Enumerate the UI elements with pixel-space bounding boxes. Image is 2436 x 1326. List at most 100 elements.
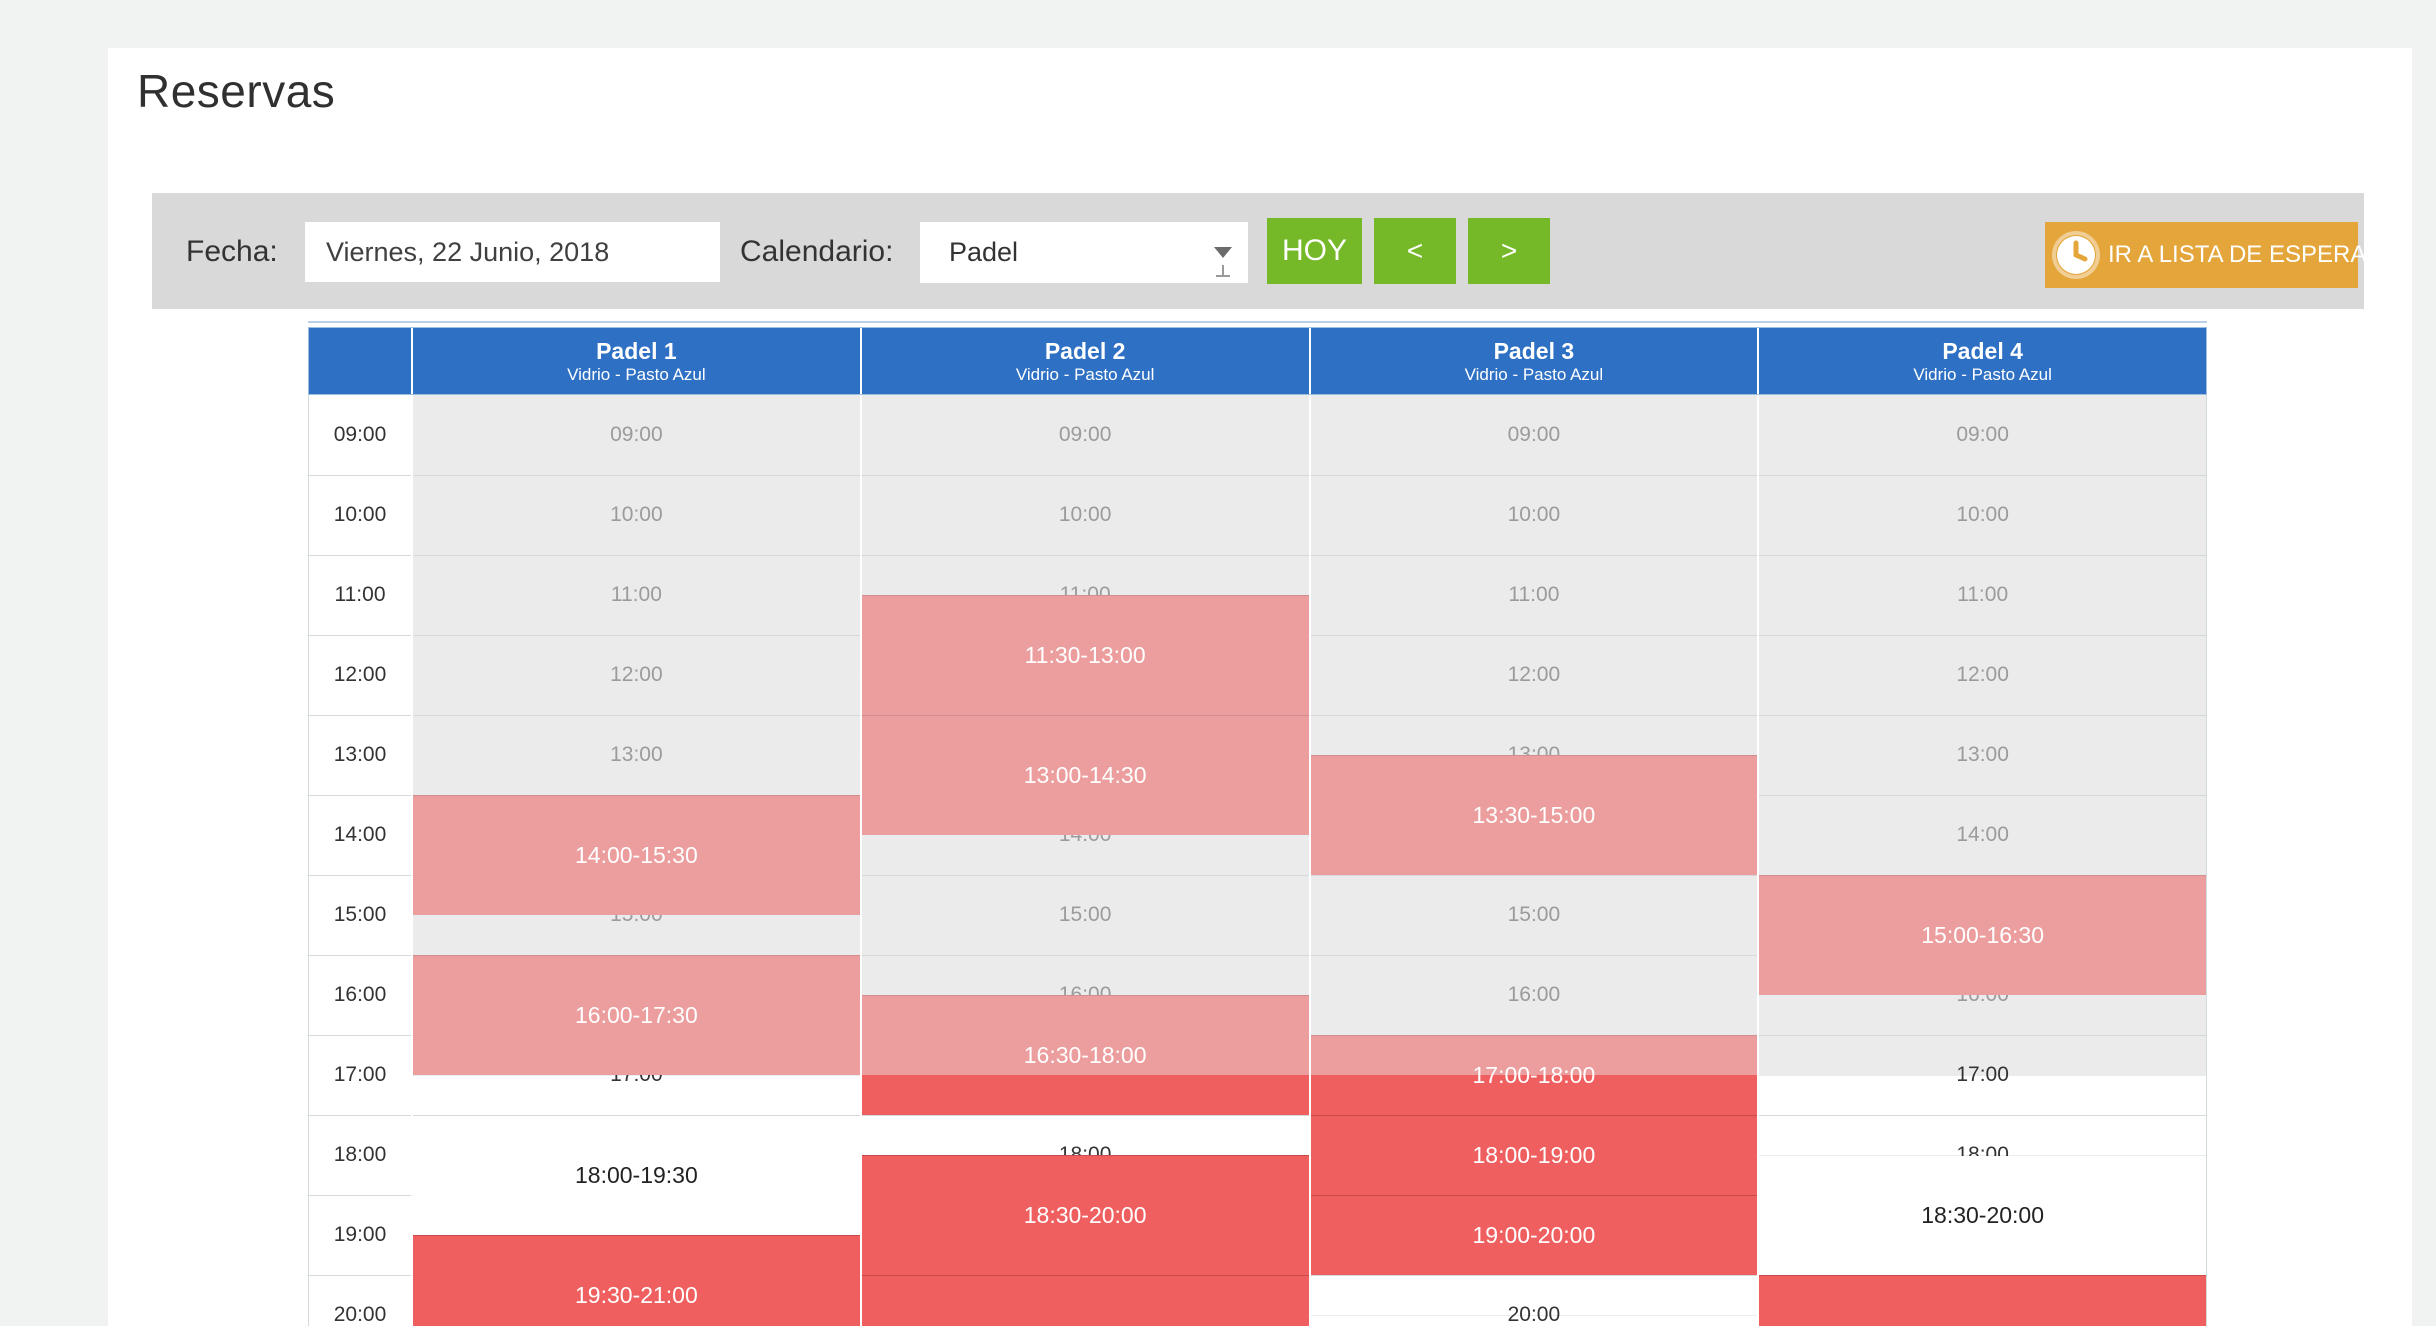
hour-gridline: [309, 955, 411, 956]
hour-gridline: [1310, 555, 1758, 556]
reservation-block[interactable]: 11:30-13:00: [861, 595, 1309, 715]
reservation-block[interactable]: 14:00-15:30: [413, 795, 860, 915]
hour-gridline: [1310, 715, 1758, 716]
slot-time-label: 09:00: [1058, 423, 1112, 446]
slot-time-label: 17:00: [1956, 1063, 2009, 1086]
hour-gridline: [413, 555, 860, 556]
reservation-label: 15:00-16:30: [1921, 922, 2045, 948]
prev-day-button[interactable]: <: [1374, 218, 1456, 284]
half-hour-gridline: [1759, 1075, 2206, 1076]
slot-time-label: 14:00: [1956, 823, 2009, 846]
reservation-block[interactable]: 16:30-18:00: [861, 995, 1309, 1115]
slot-time-label: 13:00: [610, 743, 663, 766]
schedule-grid: 09:00 10:00 11:00 12:00 13:00 14:00 15:00 16:00…: [308, 395, 2207, 1326]
fecha-label: Fecha:: [186, 235, 278, 268]
half-hour-gridline: [1310, 1315, 1758, 1316]
hour-gridline: [1759, 635, 2206, 636]
calendario-select[interactable]: Padel: [920, 222, 1248, 283]
slot-time-label: 19:00: [333, 1223, 387, 1246]
reservation-label: 18:30-20:00: [1023, 1202, 1147, 1228]
reservation-block[interactable]: 15:00-16:30: [1759, 875, 2206, 995]
reservation-block[interactable]: [861, 1275, 1309, 1326]
reservation-block[interactable]: 18:00-19:00: [1310, 1115, 1758, 1195]
slot-time-label: 10:00: [610, 503, 663, 526]
slot-time-label: 14:00: [333, 823, 387, 846]
reservation-label: 19:30-21:00: [574, 1282, 698, 1308]
slot-time-label: 10:00: [1058, 503, 1112, 526]
slot-time-label: 12:00: [610, 663, 663, 686]
reservation-label: 16:00-17:30: [574, 1002, 698, 1028]
reservation-red-segment: [1310, 1075, 1758, 1115]
reservation-block[interactable]: 18:00-19:30: [413, 1116, 860, 1235]
court-column-4[interactable]: 09:0010:0011:0012:0013:0014:0015:0016:00…: [1757, 395, 2206, 1326]
half-hour-gridline: [1310, 515, 1758, 516]
hour-gridline: [413, 635, 860, 636]
clock-icon: [2052, 231, 2100, 279]
toolbar: Fecha: Viernes, 22 Junio, 2018 Calendari…: [152, 193, 2366, 309]
reservation-block[interactable]: 19:00-20:00: [1310, 1195, 1758, 1275]
hour-gridline: [309, 555, 411, 556]
hour-gridline: [1310, 875, 1758, 876]
reservation-block[interactable]: 18:30-20:00: [1759, 1156, 2206, 1275]
reservation-block[interactable]: [1759, 1275, 2206, 1326]
hour-gridline: [1310, 635, 1758, 636]
today-button[interactable]: HOY: [1267, 218, 1362, 284]
court-column-1[interactable]: 09:0010:0011:0012:0013:0014:0015:0016:00…: [411, 395, 860, 1326]
slot-time-label: 15:00: [1507, 903, 1561, 926]
half-hour-gridline: [413, 1075, 860, 1076]
reservation-red-segment: [861, 1075, 1309, 1115]
half-hour-gridline: [413, 915, 860, 916]
reservation-block[interactable]: 18:30-20:00: [861, 1155, 1309, 1275]
half-hour-gridline: [1759, 435, 2206, 436]
court-name: Padel 1: [596, 338, 677, 364]
court-header-3: Padel 3 Vidrio - Pasto Azul: [1308, 328, 1758, 394]
slot-time-label: 13:00: [333, 743, 387, 766]
reservation-label: 11:30-13:00: [1024, 642, 1146, 668]
slot-time-label: 12:00: [1507, 663, 1561, 686]
half-hour-gridline: [1759, 835, 2206, 836]
next-day-button[interactable]: >: [1468, 218, 1550, 284]
slot-time-label: 11:00: [1508, 583, 1560, 606]
court-header-2: Padel 2 Vidrio - Pasto Azul: [859, 328, 1309, 394]
court-column-3[interactable]: 09:0010:0011:0012:0013:0014:0015:0016:00…: [1308, 395, 1758, 1326]
slot-time-label: 15:00: [1058, 903, 1112, 926]
reservation-block[interactable]: 19:30-21:00: [413, 1235, 860, 1326]
court-column-2[interactable]: 09:0010:0011:0012:0013:0014:0015:0016:00…: [859, 395, 1309, 1326]
time-column: 09:00 10:00 11:00 12:00 13:00 14:00 15:00 16:00…: [309, 395, 411, 1326]
half-hour-gridline: [861, 915, 1309, 916]
half-hour-gridline: [1310, 675, 1758, 676]
hour-gridline: [309, 715, 411, 716]
reservation-block[interactable]: 17:00-18:00: [1310, 1035, 1758, 1115]
reservation-block[interactable]: 13:30-15:00: [1310, 755, 1758, 875]
slot-time-label: 13:00: [1956, 743, 2009, 766]
slot-time-label: 10:00: [1507, 503, 1561, 526]
slot-time-label: 09:00: [1956, 423, 2009, 446]
half-hour-gridline: [413, 595, 860, 596]
half-hour-gridline: [1759, 995, 2206, 996]
waitlist-button[interactable]: IR A LISTA DE ESPERA: [2045, 222, 2366, 288]
slot-time-label: 11:00: [610, 583, 662, 606]
slot-time-label: 16:00: [333, 983, 387, 1006]
hour-gridline: [309, 1195, 411, 1196]
hour-gridline: [1759, 555, 2206, 556]
fecha-input[interactable]: Viernes, 22 Junio, 2018: [305, 222, 720, 282]
slot-time-label: 11:00: [1957, 583, 2009, 606]
hour-gridline: [861, 875, 1309, 876]
chevron-down-icon: [1214, 247, 1232, 258]
reservation-label: 13:00-14:30: [1023, 762, 1147, 788]
reservation-block[interactable]: 16:00-17:30: [413, 955, 860, 1075]
slot-time-label: 09:00: [333, 423, 387, 446]
reservation-label: 19:00-20:00: [1472, 1222, 1596, 1248]
hour-gridline: [309, 795, 411, 796]
slot-time-label: 16:00: [1507, 983, 1561, 1006]
hour-gridline: [1759, 715, 2206, 716]
half-hour-gridline: [861, 515, 1309, 516]
slot-time-label: 11:00: [334, 583, 386, 606]
hour-gridline: [309, 1275, 411, 1276]
court-header-1: Padel 1 Vidrio - Pasto Azul: [411, 328, 860, 394]
slot-time-label: 18:00: [333, 1143, 387, 1166]
slot-time-label: 17:00: [333, 1063, 387, 1086]
slot-time-label: 09:00: [610, 423, 663, 446]
reservation-block[interactable]: 13:00-14:30: [861, 715, 1309, 835]
half-hour-gridline: [413, 435, 860, 436]
